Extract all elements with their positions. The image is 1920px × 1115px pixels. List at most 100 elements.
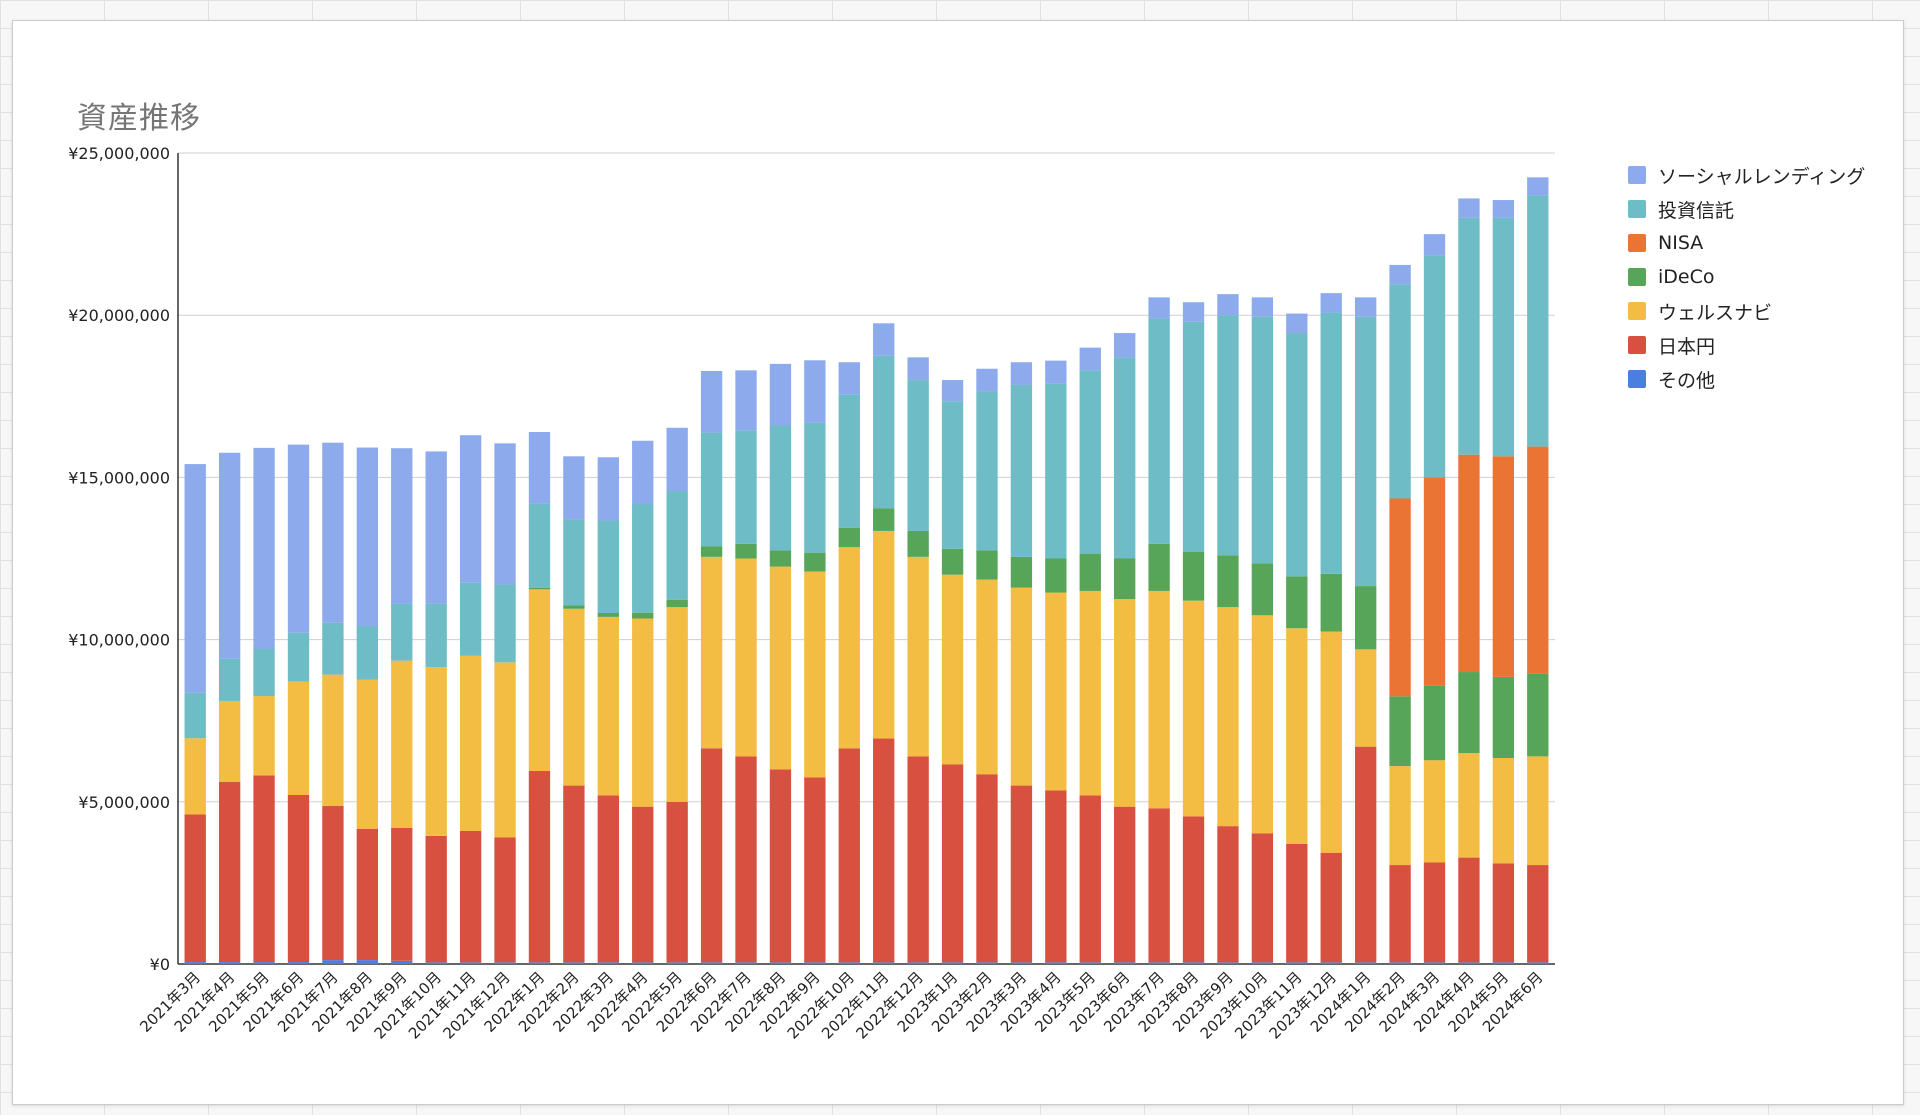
bar-segment [976, 368, 998, 392]
bar-segment [1354, 297, 1377, 317]
bar-segment [1182, 816, 1205, 963]
bar-segment [1045, 383, 1067, 559]
bar-segment [941, 764, 964, 963]
bar-segment [356, 679, 379, 829]
bar-segment [941, 548, 964, 575]
y-tick-label: ¥25,000,000 [68, 144, 170, 163]
bar-segment [873, 530, 895, 739]
bar-segment [1458, 962, 1480, 964]
chart-canvas: ¥0 ¥5,000,000 ¥10,000,000 ¥15,000,000 ¥20,00… [68, 144, 1555, 1043]
bar-segment [425, 835, 447, 963]
bar-segment [184, 962, 206, 964]
bar-segment [1045, 790, 1067, 963]
bar-segment [597, 616, 619, 796]
bar-segment [1251, 833, 1274, 963]
bar-segment [287, 962, 310, 964]
bar-segment [804, 962, 826, 964]
bar-segment [184, 814, 206, 963]
bar-segment [528, 503, 551, 588]
bar-segment [769, 425, 792, 551]
bar-segment [1320, 293, 1342, 313]
bar-segment [1045, 360, 1067, 384]
bar-segment [873, 962, 895, 964]
bar-segment [1286, 313, 1308, 334]
bar-segment [873, 323, 895, 356]
bar-segment [563, 456, 585, 520]
bar-segment [838, 362, 860, 395]
bar-segment [253, 962, 275, 964]
bar-segment [218, 782, 241, 963]
bar-segment [769, 566, 792, 770]
bar-segment [700, 432, 723, 547]
bar-segment [459, 830, 482, 963]
bar-segment [632, 806, 654, 963]
bar-segment [1114, 558, 1136, 600]
bar-segment [494, 584, 516, 663]
bar-segment [941, 574, 964, 765]
bar-segment [1527, 177, 1549, 196]
bar-segment [322, 674, 344, 807]
legend-item: 日本円 [1628, 328, 1865, 362]
bar-segment [1217, 826, 1239, 963]
bar-segment [700, 370, 723, 433]
bar-segment [425, 667, 447, 836]
bar-segment [632, 504, 654, 613]
legend-swatch [1628, 234, 1646, 252]
bar-segment [1182, 552, 1205, 601]
bar-segment [563, 962, 585, 964]
bar-segment [1114, 599, 1136, 807]
bar-segment [1423, 477, 1446, 686]
bar-segment [1527, 673, 1549, 757]
legend-item: ソーシャルレンディング [1628, 158, 1865, 192]
chart-card[interactable]: ¥0 ¥5,000,000 ¥10,000,000 ¥15,000,000 ¥20,00… [12, 20, 1904, 1105]
bar-segment [1079, 370, 1101, 554]
bar-segment [1458, 454, 1480, 673]
bar-segment [1354, 962, 1377, 964]
bar-segment [907, 530, 929, 557]
bar-segment [1010, 785, 1033, 963]
bar-segment [1320, 573, 1342, 632]
bar-segment [1492, 217, 1515, 457]
bar-segment [976, 391, 998, 551]
bar-segment [666, 801, 688, 963]
bar-segment [1148, 318, 1170, 544]
bar-segment [804, 777, 826, 963]
bar-segment [838, 547, 860, 749]
bar-segment [528, 770, 551, 963]
bar-segment [1354, 649, 1377, 747]
bar-segment [838, 394, 860, 528]
bar-segment [528, 431, 551, 504]
bar-segment [287, 681, 310, 795]
bar-segment [1527, 865, 1549, 963]
bar-segment [597, 457, 619, 521]
bar-segment [425, 962, 447, 964]
legend-label: 投資信託 [1658, 199, 1735, 222]
bar-segment [941, 401, 964, 549]
bar-segment [804, 360, 826, 423]
bar-segment [1148, 543, 1170, 591]
bar-segment [1217, 294, 1239, 316]
bar-segment [528, 587, 551, 590]
legend-label: iDeCo [1658, 266, 1715, 288]
bar-segment [1251, 297, 1274, 317]
bar-segment [1286, 962, 1308, 964]
bar-segment [391, 827, 413, 961]
bar-segment [528, 962, 551, 964]
bar-segment [1458, 753, 1480, 858]
bar-segment [1148, 808, 1170, 963]
bar-segment [1010, 384, 1033, 557]
bar-segment [322, 622, 344, 675]
bar-segment [1423, 862, 1446, 963]
bar-segment [184, 738, 206, 815]
bar-segment [1389, 284, 1411, 499]
bar-segment [356, 447, 379, 626]
bar-segment [1389, 264, 1411, 285]
bar-segment [391, 960, 413, 964]
bar-segment [1527, 446, 1549, 674]
bar-segment [253, 447, 275, 650]
bar-segment [1251, 962, 1274, 964]
bar-segment [804, 571, 826, 778]
bar-segment [1010, 362, 1033, 385]
bar-segment [218, 658, 241, 701]
y-tick-label: ¥20,000,000 [68, 306, 170, 325]
